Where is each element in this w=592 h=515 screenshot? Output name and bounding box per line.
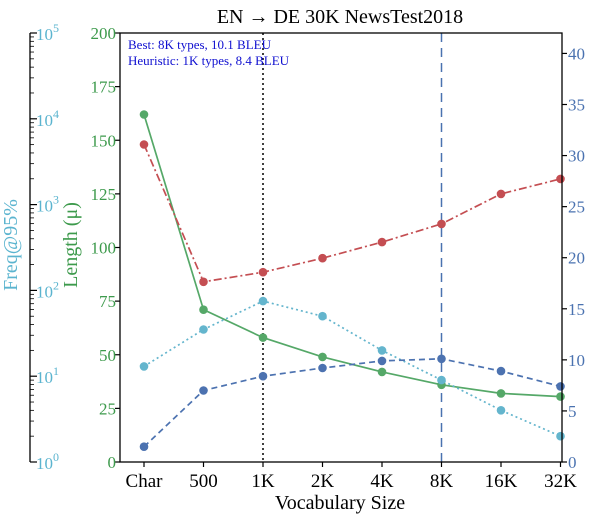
data-point [258,371,268,381]
length-tick-label: 125 [91,185,117,204]
data-point [139,110,149,119]
data-point [258,267,268,277]
data-point [377,346,387,355]
x-tick-label: 4K [370,471,394,492]
x-tick-label: 8K [430,471,454,492]
length-tick-label: 0 [108,453,117,472]
data-point [318,253,327,263]
series-line-1 [143,144,561,283]
data-point [496,406,506,415]
bleu-tick-label: 10 [568,351,585,370]
data-point [496,366,506,376]
freq-tick-label: 101 [36,364,59,387]
bleu-tick-label: 15 [568,300,585,319]
data-point [139,140,149,149]
freq-tick-label: 102 [36,278,59,301]
bleu-tick-label: 5 [568,402,577,421]
data-point [139,362,149,371]
freq-tick-label: 100 [36,450,59,473]
x-tick-label: 16K [485,471,518,492]
x-tick-label: 32K [544,471,577,492]
length-tick-label: 200 [91,24,117,43]
freq-tick-label: 103 [36,193,59,216]
length-tick-label: 100 [91,239,117,258]
data-point [377,356,387,366]
length-axis-label: Length (μ) [60,202,82,288]
data-point [556,174,565,184]
data-point [377,367,387,377]
annotation-best: Best: 8K types, 10.1 BLEU [128,37,272,52]
data-point [318,363,327,373]
reference-lines [262,33,443,462]
data-point [199,325,208,334]
data-point [496,389,506,398]
x-axis-label: Vocabulary Size [275,492,405,514]
freq-axis-label: Freq@95% [0,199,22,291]
data-point [258,296,268,306]
x-tick-label: Char [126,471,164,492]
data-point [318,311,327,321]
bleu-tick-label: 0 [568,453,577,472]
length-tick-label: 50 [99,346,116,365]
series-layer [139,110,565,452]
data-point [496,189,506,199]
bleu-tick-label: 20 [568,249,585,268]
freq-tick-label: 105 [36,21,59,44]
length-tick-label: 75 [99,292,116,311]
freq-tick-label: 104 [36,107,59,130]
x-tick-label: 500 [189,471,218,492]
data-point [258,333,268,342]
bleu-tick-label: 25 [568,198,585,217]
chart-title: EN → DE 30K NewsTest2018 [217,6,463,28]
bleu-tick-label: 30 [568,147,585,166]
data-point [377,237,387,247]
data-point [199,305,208,315]
data-point [199,386,208,395]
data-point [318,352,327,362]
data-point [437,219,446,229]
data-point [437,354,446,364]
data-point [556,392,565,401]
x-tick-label: 1K [251,471,275,492]
data-point [437,375,446,385]
data-point [556,431,565,441]
data-point [199,277,208,287]
axes: Char 500 1K 2K 4K 8K 16K 32K0255075100125150175… [29,21,585,492]
x-tick-label: 2K [311,471,335,492]
length-tick-label: 175 [91,78,117,97]
series-line-2 [143,300,561,437]
data-point [139,442,149,452]
length-tick-label: 25 [99,399,116,418]
length-tick-label: 150 [91,131,117,150]
data-point [556,382,565,391]
bleu-tick-label: 40 [568,44,585,63]
bleu-tick-label: 35 [568,96,585,115]
series-line-3 [143,357,561,448]
annotation-heuristic: Heuristic: 1K types, 8.4 BLEU [128,53,290,68]
